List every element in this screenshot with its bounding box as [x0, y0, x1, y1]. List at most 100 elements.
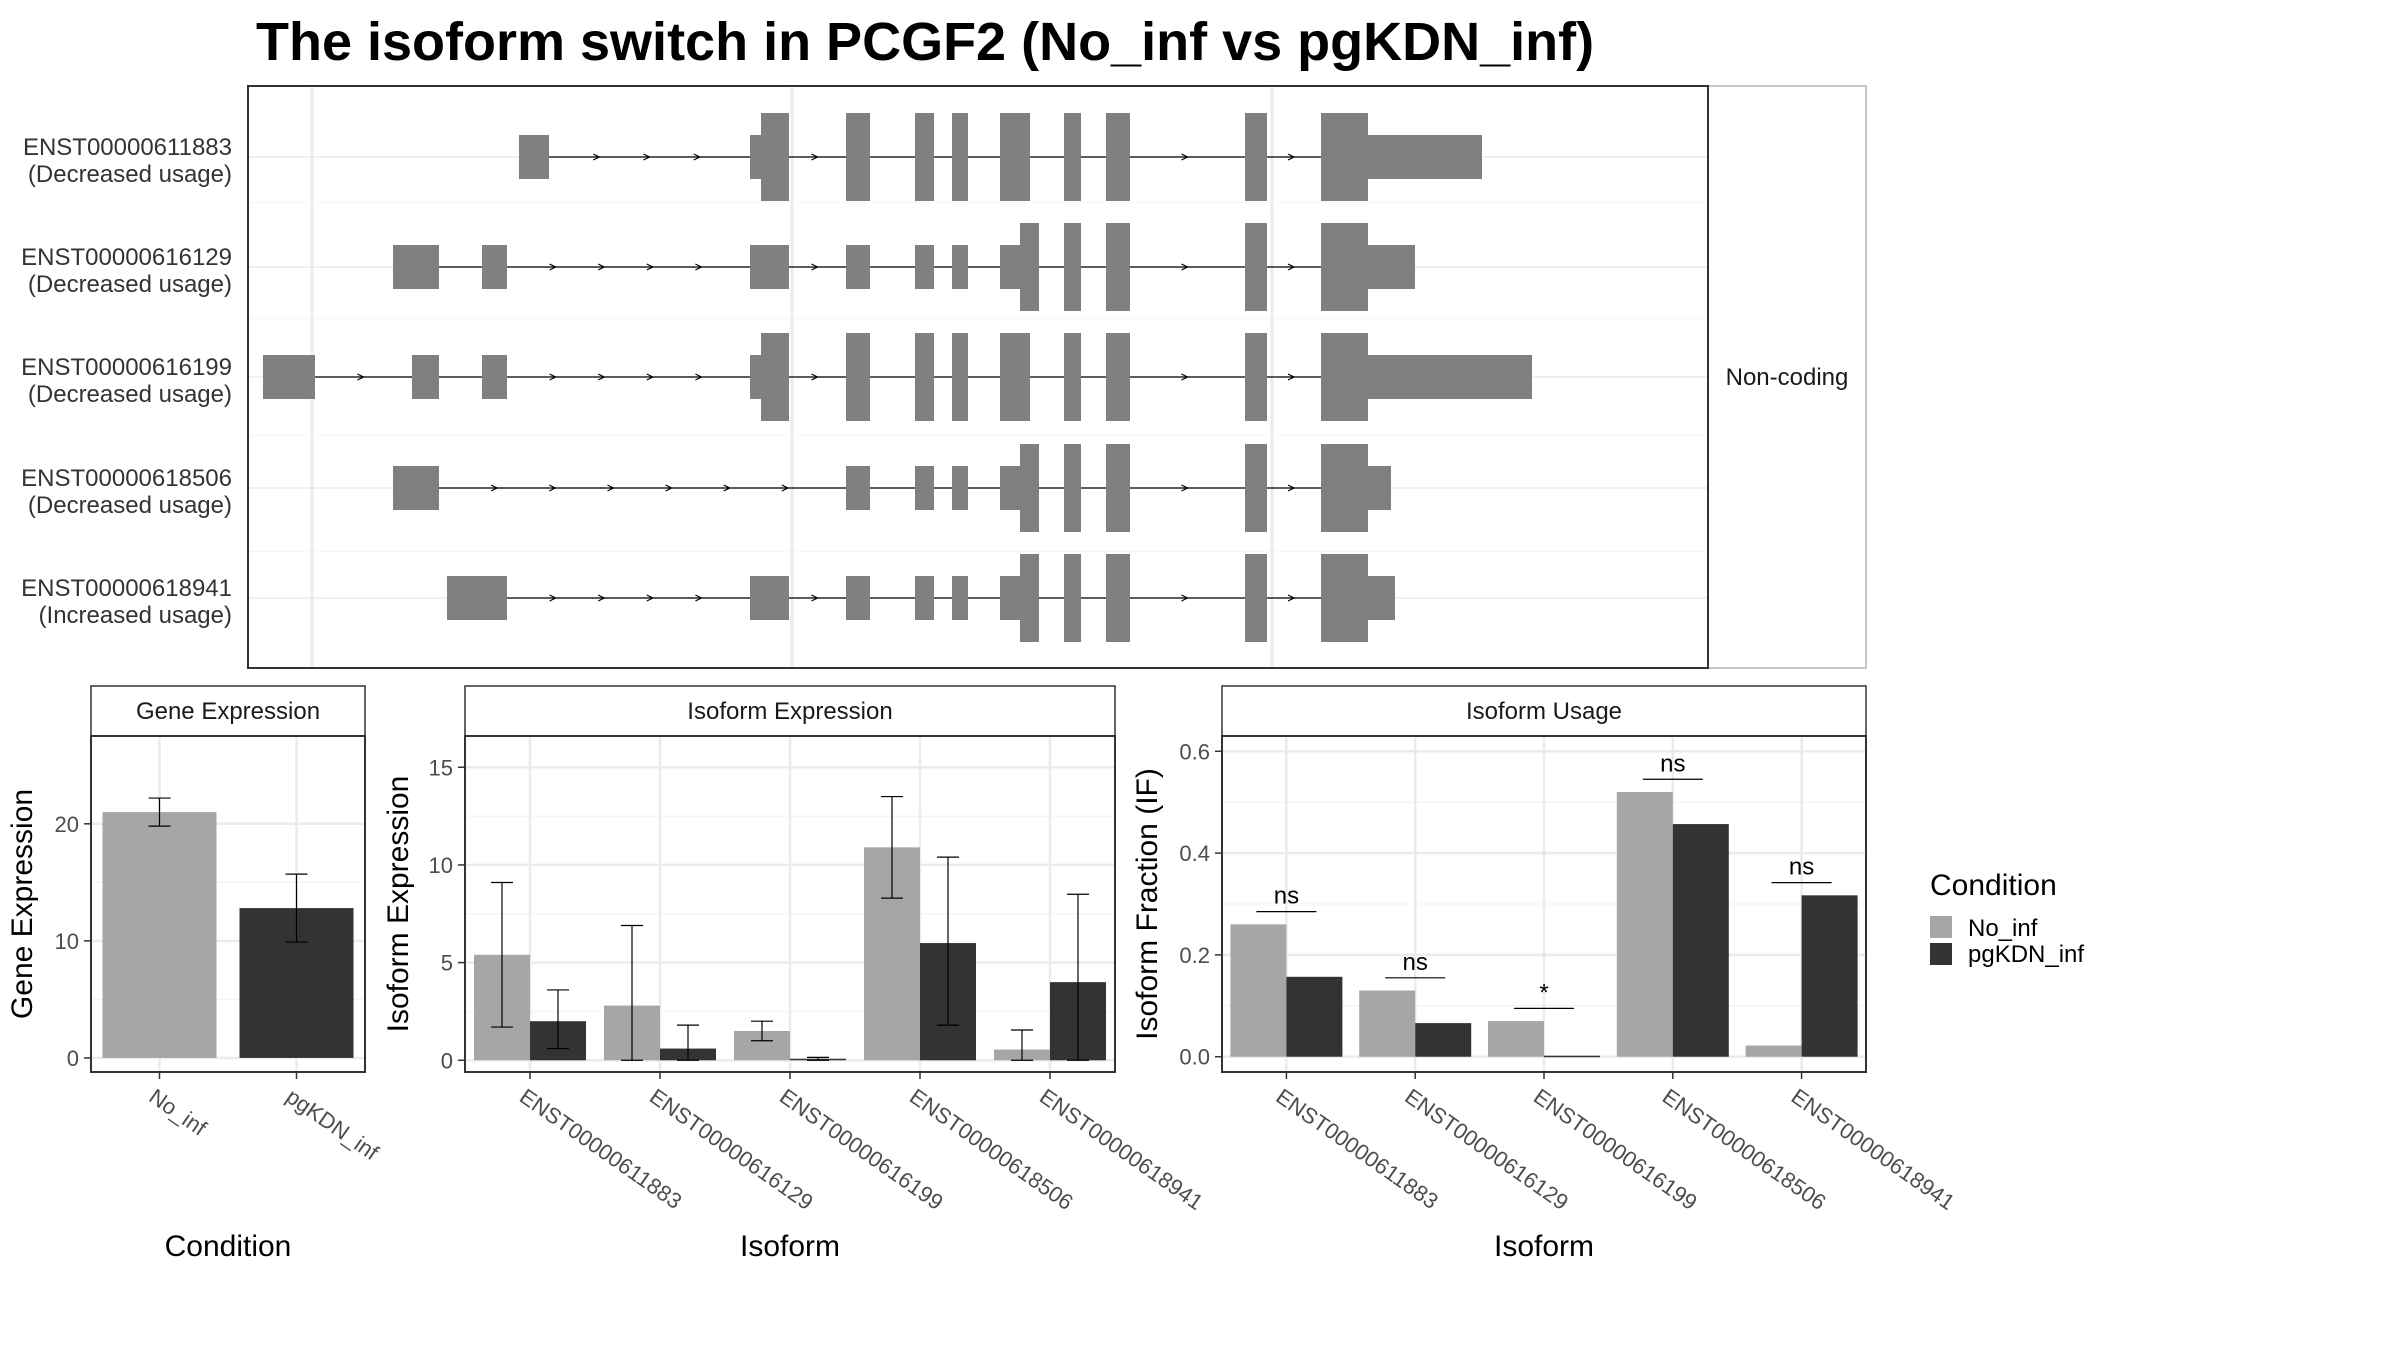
- figure-title: The isoform switch in PCGF2 (No_inf vs p…: [256, 12, 1594, 72]
- isoform-expression-panel: Isoform Expression051015ENST00000611883E…: [382, 685, 1208, 1263]
- intron-arrow: [646, 373, 655, 381]
- exon: [952, 245, 968, 289]
- intron-arrow: [597, 263, 606, 271]
- exon: [846, 113, 870, 201]
- panel-strip-title: Isoform Usage: [1466, 698, 1622, 725]
- isoform-usage-panel: Isoform Usagensns*nsns0.00.20.40.6ENST00…: [1131, 685, 1959, 1263]
- intron-arrow: [811, 153, 819, 161]
- exon: [952, 576, 968, 620]
- exon: [1000, 113, 1030, 201]
- condition-legend: Condition No_inf pgKDN_inf: [1930, 869, 2084, 968]
- intron-arrow: [811, 594, 819, 602]
- exon: [393, 466, 439, 510]
- x-axis-title: Condition: [165, 1230, 292, 1263]
- exon: [1245, 223, 1267, 311]
- legend-key-pgkdn-inf: [1930, 943, 1952, 965]
- transcript-structure-panel: ENST00000611883(Decreased usage)ENST0000…: [21, 85, 1867, 669]
- exon: [1064, 444, 1081, 532]
- exon: [1368, 576, 1395, 620]
- y-tick-label: 0: [67, 1046, 79, 1071]
- exon: [519, 135, 549, 179]
- y-axis-title: Isoform Expression: [382, 776, 415, 1033]
- x-tick-label: pgKDN_inf: [282, 1084, 384, 1166]
- bar-no-inf: [1230, 924, 1287, 1057]
- exon: [1321, 223, 1368, 311]
- y-axis-title: Gene Expression: [6, 789, 39, 1019]
- legend-label-pgkdn-inf: pgKDN_inf: [1968, 941, 2084, 968]
- exon: [846, 245, 870, 289]
- intron-arrow: [1181, 153, 1189, 161]
- intron-arrow: [1287, 263, 1296, 271]
- exon: [915, 333, 934, 421]
- transcript-usage-label: (Decreased usage): [28, 161, 232, 188]
- y-tick-label: 0.2: [1179, 943, 1210, 968]
- intron-arrow: [592, 153, 601, 161]
- bar-pgkdn-inf: [1544, 1055, 1600, 1058]
- bar-no-inf: [102, 812, 217, 1058]
- exon: [750, 245, 789, 289]
- intron-arrow: [597, 373, 606, 381]
- panel-strip: [90, 685, 366, 737]
- intron-arrow: [646, 263, 655, 271]
- exon: [482, 245, 507, 289]
- bar-pgkdn-inf: [1672, 824, 1729, 1057]
- exon: [1106, 113, 1130, 201]
- exon: [846, 333, 870, 421]
- exon: [1064, 333, 1081, 421]
- exon: [750, 576, 789, 620]
- exon: [915, 245, 934, 289]
- exon: [1321, 554, 1368, 642]
- transcript-usage-label: (Decreased usage): [28, 492, 232, 519]
- panel-strip: [464, 685, 1116, 737]
- transcript-id-label: ENST00000616199: [21, 354, 232, 381]
- intron-arrow: [643, 153, 651, 161]
- x-tick-label: No_inf: [145, 1084, 212, 1141]
- exon: [1321, 444, 1368, 532]
- intron-arrow: [490, 484, 499, 492]
- y-tick-label: 20: [55, 812, 79, 837]
- exon: [1020, 554, 1039, 642]
- intron-arrow: [693, 153, 702, 161]
- gene-expression-panel: Gene Expression 0 10 20 No_inf pgKDN_inf Condi…: [6, 685, 384, 1263]
- bar-no-inf: [1745, 1045, 1802, 1057]
- y-tick-label: 0: [441, 1048, 453, 1073]
- exon: [1000, 333, 1030, 421]
- exon: [1321, 333, 1368, 421]
- intron-arrow: [549, 484, 557, 492]
- panel-strip-title: Gene Expression: [136, 698, 320, 725]
- exon: [1245, 113, 1267, 201]
- exon: [952, 466, 968, 510]
- exon: [1245, 333, 1267, 421]
- intron-arrow: [1287, 153, 1296, 161]
- intron-arrow: [781, 484, 790, 492]
- exon: [1106, 333, 1130, 421]
- significance-label: ns: [1403, 949, 1428, 976]
- exon: [263, 355, 315, 399]
- intron-arrow: [646, 594, 655, 602]
- exon: [1368, 355, 1532, 399]
- transcript-usage-label: (Decreased usage): [28, 271, 232, 298]
- exon: [1245, 444, 1267, 532]
- exon: [447, 576, 507, 620]
- facet-strip: [1707, 85, 1867, 669]
- intron-arrow: [811, 263, 819, 271]
- panel-strip: [1221, 685, 1867, 737]
- legend-key-no-inf: [1930, 916, 1952, 938]
- bar-no-inf: [1488, 1021, 1544, 1057]
- intron-arrow: [357, 373, 365, 381]
- significance-label: ns: [1660, 750, 1685, 777]
- exon: [1000, 245, 1020, 289]
- transcript-id-label: ENST00000618506: [21, 465, 232, 492]
- transcript-id-label: ENST00000618941: [21, 575, 232, 602]
- exon: [1000, 576, 1020, 620]
- exon: [412, 355, 439, 399]
- significance-label: *: [1539, 979, 1548, 1006]
- intron-arrow: [1181, 263, 1189, 271]
- exon: [1106, 554, 1130, 642]
- intron-arrow: [549, 373, 557, 381]
- significance-label: ns: [1789, 854, 1814, 881]
- transcript-id-label: ENST00000616129: [21, 244, 232, 271]
- legend-label-no-inf: No_inf: [1968, 915, 2038, 942]
- transcript-usage-label: (Increased usage): [39, 602, 232, 629]
